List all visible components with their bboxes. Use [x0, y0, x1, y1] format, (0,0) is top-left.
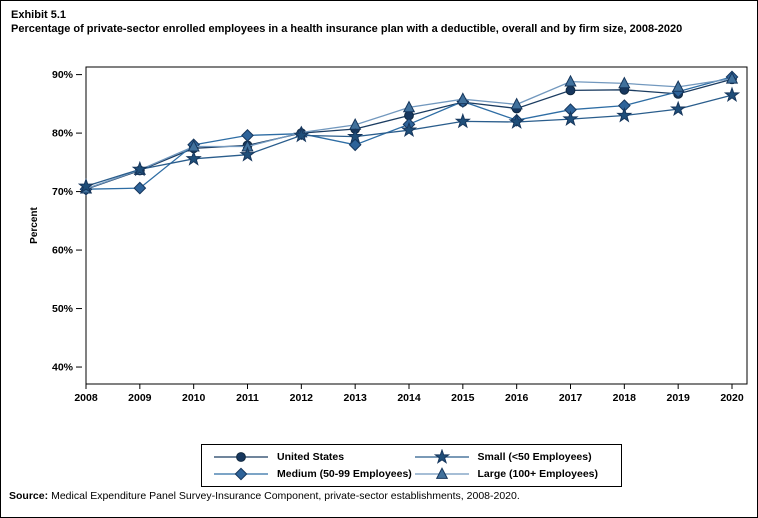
data-point-triangle [402, 100, 416, 113]
legend-label: United States [277, 450, 345, 463]
x-tick-label: 2016 [505, 392, 529, 404]
x-tick-label: 2019 [666, 392, 690, 404]
legend-label: Large (100+ Employees) [477, 467, 599, 480]
data-point-triangle [456, 92, 469, 105]
plot-frame [85, 66, 748, 385]
x-tick-label: 2009 [128, 392, 152, 404]
united-states-circle-icon [214, 451, 268, 462]
x-tick-label: 2013 [343, 392, 367, 404]
x-tick-label: 2008 [74, 392, 98, 404]
medium-firms-diamond-icon [214, 467, 268, 480]
data-point-star [433, 448, 450, 464]
y-tick-label: 80% [52, 128, 74, 140]
data-point-triangle [564, 74, 577, 87]
chart-legend: United States Small (<50 Employees) Medi… [201, 444, 622, 487]
x-tick-label: 2020 [720, 392, 744, 404]
data-point-star [185, 150, 202, 166]
source-text: Medical Expenditure Panel Survey-Insuran… [51, 490, 520, 502]
data-point-diamond [234, 467, 248, 480]
data-point-triangle [510, 97, 523, 110]
x-tick-label: 2015 [451, 392, 475, 404]
x-axis: 2008 2009 2010 2011 2012 2013 2014 2015 2016 2017… [74, 384, 744, 404]
series-line [85, 78, 733, 190]
data-point-triangle [618, 76, 631, 89]
y-axis-title: Percent [29, 206, 40, 243]
data-point-star [77, 177, 95, 194]
legend-label: Small (<50 Employees) [477, 450, 592, 463]
data-point-triangle [435, 466, 448, 479]
large-firms-triangle-icon [414, 466, 469, 479]
legend-item-medium-firms: Medium (50-99 Employees) [212, 465, 413, 482]
y-tick-label: 70% [52, 186, 74, 198]
data-point-diamond [241, 129, 254, 142]
x-tick-label: 2010 [182, 392, 206, 404]
legend-item-large-firms: Large (100+ Employees) [413, 465, 614, 482]
x-tick-label: 2011 [236, 392, 259, 404]
small-firms-star-icon [414, 448, 469, 464]
x-tick-label: 2018 [613, 392, 637, 404]
series-line [85, 78, 733, 190]
data-point-circle [565, 85, 576, 96]
data-point-star [508, 113, 525, 129]
data-point-star [616, 107, 633, 123]
series-united-states [81, 74, 737, 195]
series-small-50-employees [77, 86, 741, 194]
y-tick-label: 40% [52, 362, 74, 374]
data-point-star [131, 160, 148, 177]
legend-label: Medium (50-99 Employees) [277, 467, 412, 480]
x-tick-label: 2012 [290, 392, 314, 404]
data-point-star [454, 112, 471, 129]
data-point-triangle [725, 71, 739, 84]
exhibit-number: Exhibit 5.1 [11, 9, 67, 21]
data-point-triangle [672, 80, 685, 92]
legend-item-small-firms: Small (<50 Employees) [413, 448, 614, 465]
title-block: Exhibit 5.1 Percentage of private-sector… [11, 8, 745, 36]
y-tick-label: 50% [52, 303, 74, 315]
legend-item-united-states: United States [212, 448, 413, 465]
data-point-star [723, 86, 741, 102]
data-point-diamond [133, 181, 147, 195]
source-label: Source: [9, 490, 49, 502]
x-tick-label: 2017 [559, 392, 583, 404]
source-note: Source: Medical Expenditure Panel Survey-… [9, 490, 520, 502]
data-point-star [293, 126, 310, 143]
x-tick-label: 2014 [397, 392, 421, 404]
data-point-star [670, 100, 687, 117]
y-tick-label: 90% [52, 69, 74, 81]
data-point-star [347, 128, 364, 144]
data-point-star [562, 110, 579, 126]
chart-title: Percentage of private-sector enrolled em… [11, 23, 683, 35]
y-axis: 40% 50% 60% 70% 80% 90% [52, 69, 82, 374]
data-point-star [400, 121, 418, 138]
y-tick-label: 60% [52, 245, 74, 257]
data-point-star [239, 146, 256, 162]
data-point-circle [236, 451, 246, 462]
